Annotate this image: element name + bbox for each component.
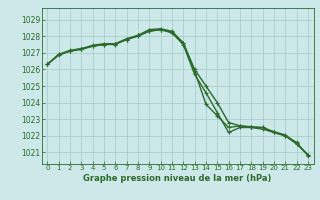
X-axis label: Graphe pression niveau de la mer (hPa): Graphe pression niveau de la mer (hPa) (84, 174, 272, 183)
